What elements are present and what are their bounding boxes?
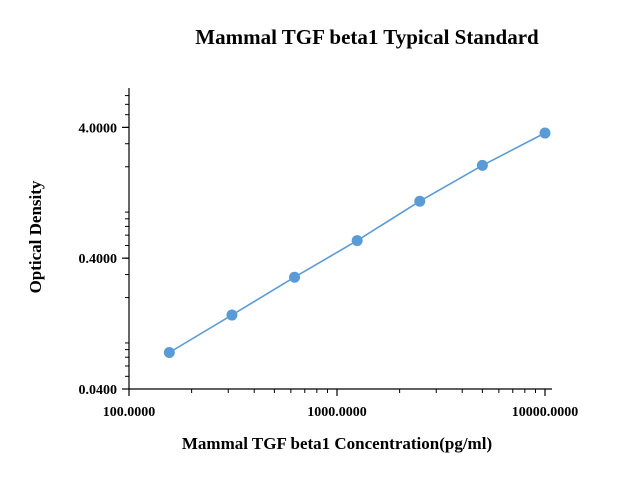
x-tick-label: 100.0000 [103, 405, 156, 420]
data-point [226, 309, 238, 321]
data-point [289, 271, 301, 283]
chart-title: Mammal TGF beta1 Typical Standard [195, 25, 539, 49]
y-tick-label: 0.0400 [79, 383, 118, 398]
data-point [351, 235, 363, 247]
data-point [414, 195, 426, 207]
data-point [163, 347, 175, 359]
x-axis-label: Mammal TGF beta1 Concentration(pg/ml) [182, 434, 492, 453]
axes: 100.0000 1000.0000 10000.0000 0.0400 0.4000 4… [79, 88, 579, 420]
y-axis-label: Optical Density [26, 180, 45, 293]
y-tick-label: 0.4000 [79, 252, 118, 267]
x-tick-label: 10000.0000 [512, 405, 579, 420]
y-tick-label: 4.0000 [79, 121, 118, 136]
data-point [539, 127, 551, 139]
series-layer [163, 127, 551, 359]
x-tick-label: 1000.0000 [307, 405, 367, 420]
data-point [476, 159, 488, 171]
